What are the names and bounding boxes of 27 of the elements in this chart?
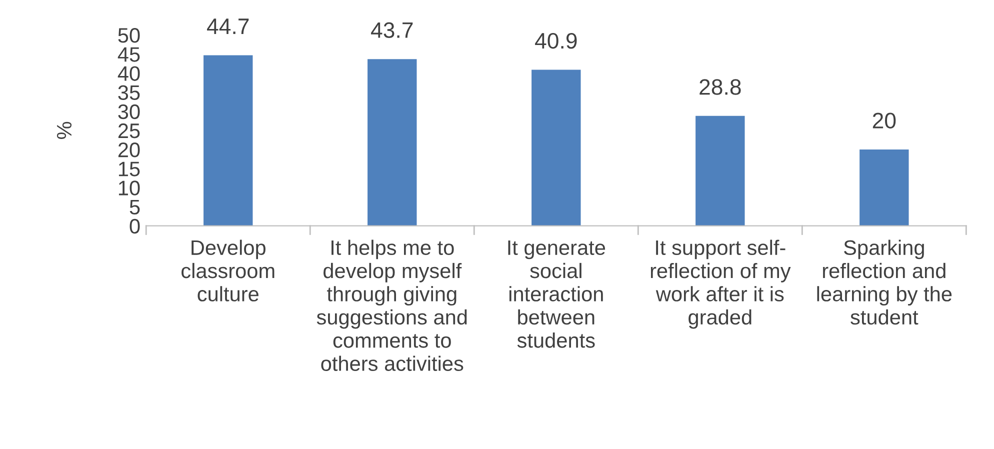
y-tick-label: 50 xyxy=(118,28,140,43)
y-axis-title: % xyxy=(56,122,72,139)
y-tick-label: 35 xyxy=(118,85,140,100)
data-label: 44.7 xyxy=(207,18,249,34)
data-label: 43.7 xyxy=(371,22,413,38)
y-tick-label: 30 xyxy=(118,104,140,120)
bar xyxy=(368,59,417,226)
y-tick-label: 20 xyxy=(118,142,140,158)
y-tick-label: 0 xyxy=(130,218,140,234)
y-tick-label: 25 xyxy=(118,123,140,138)
bar xyxy=(860,150,909,226)
bar xyxy=(532,70,581,226)
x-tick-label: Develop classroom culture xyxy=(182,240,274,302)
x-tick-label: It support self- reflection of my work after it is graded xyxy=(650,240,791,329)
y-tick-label: 15 xyxy=(118,162,140,176)
y-tick-label: 45 xyxy=(118,47,140,62)
data-label: 20 xyxy=(872,112,896,128)
y-tick-label: 10 xyxy=(118,180,140,196)
bar xyxy=(204,55,253,226)
y-tick-label: 5 xyxy=(130,200,140,215)
y-tick-label: 40 xyxy=(118,66,140,81)
x-tick-label: It generate social interaction between students xyxy=(508,240,606,348)
bar xyxy=(696,116,745,226)
data-label: 40.9 xyxy=(535,32,577,49)
x-tick-label: Sparking reflection and learning by the student xyxy=(817,240,952,325)
x-tick-label: It helps me to develop myself through giving suggestions and comments to others activities xyxy=(316,240,467,372)
data-label: 28.8 xyxy=(700,79,741,95)
